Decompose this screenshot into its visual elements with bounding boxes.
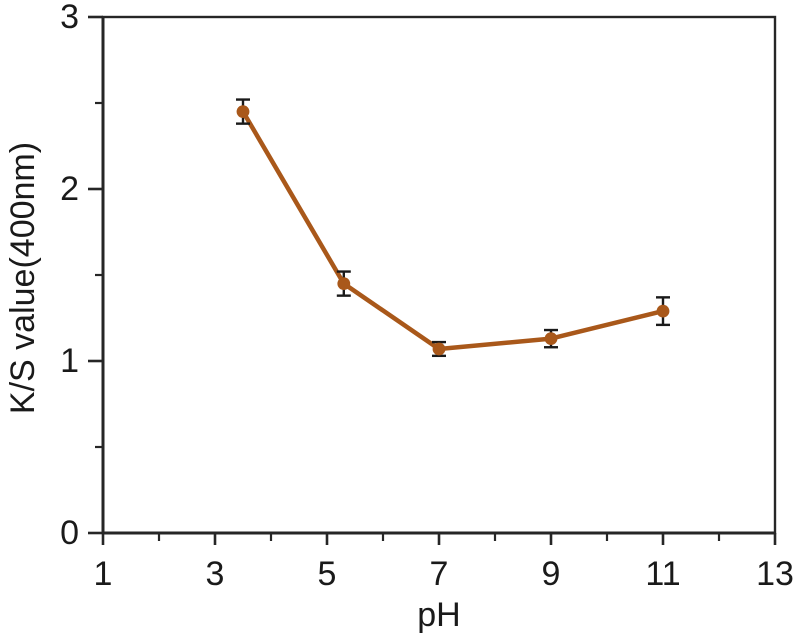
y-tick-label: 0 bbox=[60, 514, 79, 552]
data-point-marker bbox=[337, 277, 351, 290]
y-tick-label: 2 bbox=[60, 170, 79, 208]
y-tick-label: 1 bbox=[60, 342, 79, 380]
data-point-marker bbox=[236, 105, 250, 118]
x-tick-label: 1 bbox=[94, 555, 113, 593]
data-point-marker bbox=[656, 304, 670, 318]
x-tick-label: 13 bbox=[756, 555, 794, 593]
x-tick-label: 9 bbox=[542, 555, 561, 593]
x-tick-label: 3 bbox=[206, 555, 225, 593]
data-series bbox=[236, 98, 670, 358]
y-axis-title: K/S value(400nm) bbox=[4, 142, 42, 414]
data-point-marker bbox=[544, 332, 558, 345]
x-tick-label: 5 bbox=[318, 555, 337, 593]
y-tick-label: 3 bbox=[60, 0, 79, 36]
x-axis-title: pH bbox=[417, 596, 460, 634]
data-point-marker bbox=[432, 342, 446, 356]
x-tick-label: 11 bbox=[645, 555, 680, 593]
x-tick-label: 7 bbox=[430, 555, 449, 593]
